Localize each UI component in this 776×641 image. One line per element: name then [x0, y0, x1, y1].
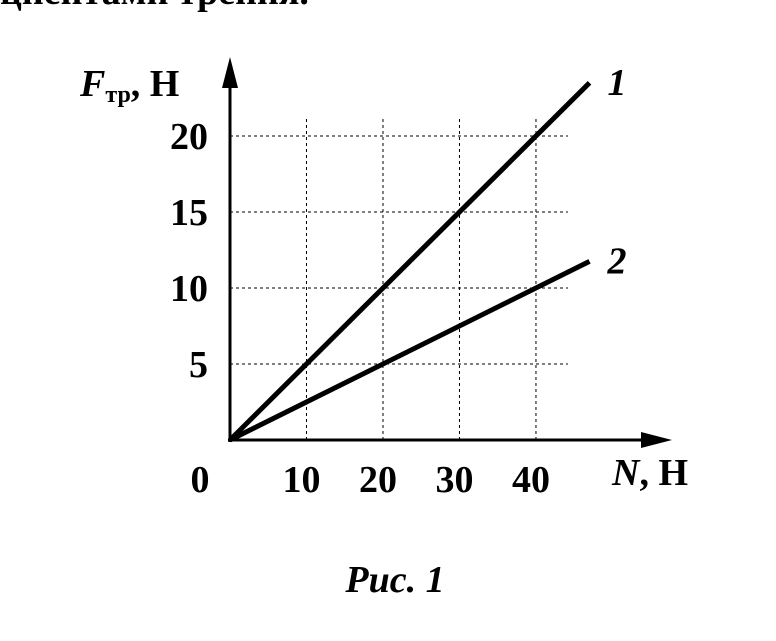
y-tick-label: 20	[170, 116, 208, 158]
series-line	[228, 81, 592, 442]
y-label-symbol: F	[79, 63, 105, 105]
series-line	[228, 259, 591, 443]
x-tick-label: 0	[191, 459, 210, 501]
x-axis-arrow	[641, 432, 672, 448]
series-label: 1	[608, 62, 627, 104]
x-tick-label: 20	[359, 459, 397, 501]
y-tick-label: 10	[170, 268, 208, 310]
y-tick-label: 15	[170, 192, 208, 234]
x-tick-label: 40	[512, 459, 550, 501]
x-axis-label: N, Н	[611, 452, 688, 494]
y-tick-label: 5	[189, 344, 208, 386]
y-label-unit: , Н	[131, 63, 180, 105]
series-label: 2	[607, 240, 627, 282]
x-label-symbol: N	[611, 452, 641, 494]
y-label-subscript: тр	[105, 82, 130, 108]
x-tick-label: 30	[435, 459, 473, 501]
caption: Рис. 1	[344, 559, 444, 601]
y-axis-arrow	[222, 57, 238, 88]
header-text: циентами трения.	[0, 0, 309, 13]
x-tick-label: 10	[282, 459, 320, 501]
x-label-unit: , Н	[639, 452, 688, 494]
y-axis-label: Fтр, Н	[79, 63, 179, 108]
